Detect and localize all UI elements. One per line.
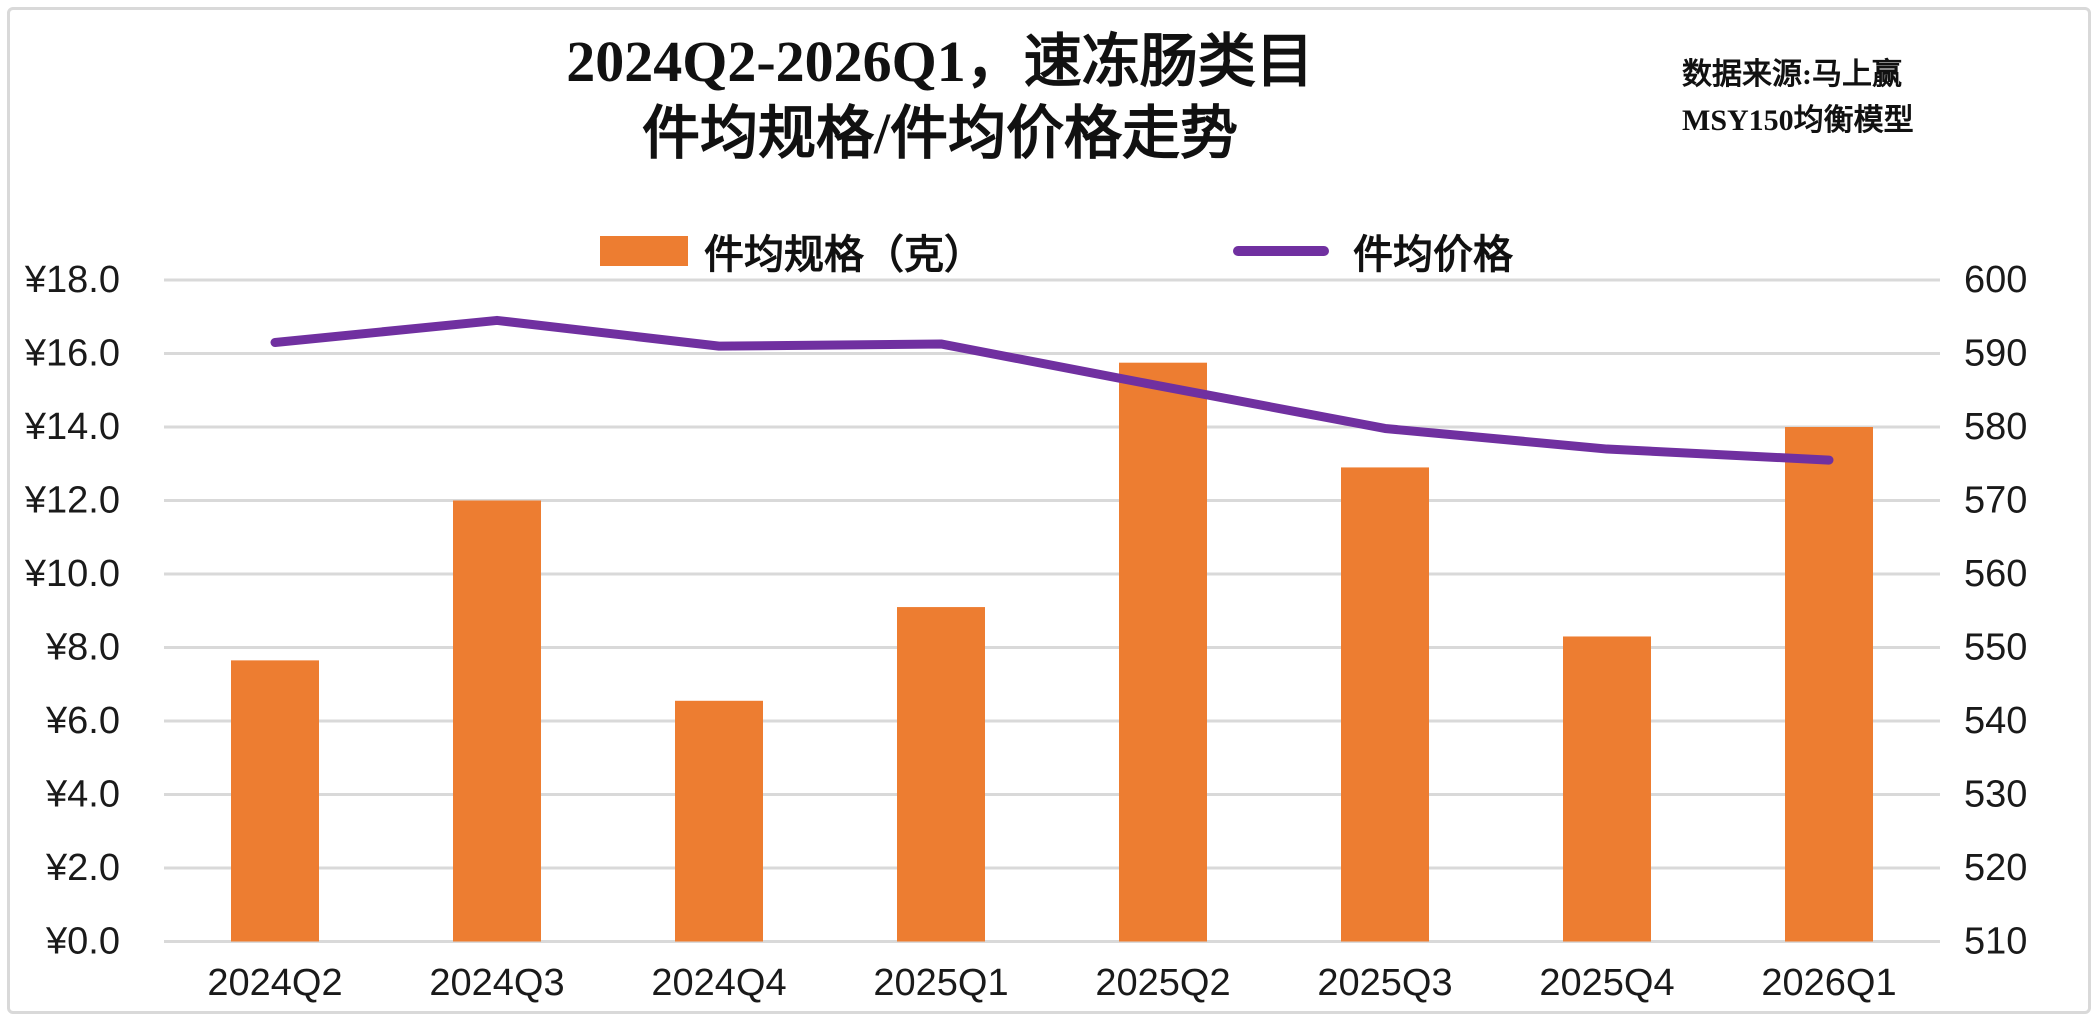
chart-title-line2: 件均规格/件均价格走势	[641, 101, 1239, 166]
source-note-line1: 数据来源:马上赢	[1682, 58, 1902, 91]
x-axis-category-label: 2025Q2	[1095, 962, 1230, 1004]
x-axis-category-label: 2025Q3	[1317, 962, 1452, 1004]
source-note-line2: MSY150均衡模型	[1682, 104, 1914, 137]
x-axis-category-label: 2024Q4	[651, 962, 786, 1004]
bar-series-swatch-icon	[600, 236, 688, 266]
right-axis-tick-label: 550	[1964, 627, 2027, 669]
left-axis-tick-label: ¥0.0	[45, 921, 120, 963]
line-series-swatch-icon	[1233, 246, 1329, 256]
bar-2024Q3	[453, 500, 541, 942]
legend-item-bar-series: 件均规格（克）	[600, 222, 984, 280]
right-axis-tick-label: 600	[1964, 259, 2027, 301]
left-axis-tick-label: ¥4.0	[45, 774, 120, 816]
left-axis-tick-label: ¥14.0	[24, 406, 120, 448]
left-axis-tick-label: ¥6.0	[45, 700, 120, 742]
source-note: 数据来源:马上赢 MSY150均衡模型	[1682, 52, 2042, 144]
x-axis-category-label: 2024Q3	[429, 962, 564, 1004]
bar-2024Q2	[231, 660, 319, 942]
left-axis-tick-label: ¥12.0	[24, 480, 120, 522]
right-axis-tick-label: 570	[1964, 480, 2027, 522]
chart-title: 2024Q2-2026Q1，速冻肠类目 件均规格/件均价格走势	[120, 26, 1760, 170]
bar-2026Q1	[1785, 427, 1873, 942]
bar-2025Q2	[1119, 362, 1207, 942]
right-axis-tick-label: 510	[1964, 921, 2027, 963]
bar-2025Q3	[1341, 467, 1429, 942]
x-axis-category-label: 2025Q4	[1539, 962, 1674, 1004]
right-axis-tick-label: 580	[1964, 406, 2027, 448]
bar-series-legend-label: 件均规格（克）	[704, 232, 984, 277]
right-axis-tick-label: 520	[1964, 847, 2027, 889]
x-axis-category-label: 2024Q2	[207, 962, 342, 1004]
left-axis-tick-label: ¥8.0	[45, 627, 120, 669]
line-series-legend-label: 件均价格	[1353, 232, 1513, 277]
price-trend-line	[270, 315, 1834, 465]
bar-2025Q1	[897, 607, 985, 942]
right-axis-tick-label: 590	[1964, 333, 2027, 375]
right-axis-tick-label: 560	[1964, 553, 2027, 595]
right-axis-tick-label: 530	[1964, 774, 2027, 816]
left-axis-tick-label: ¥16.0	[24, 333, 120, 375]
left-axis-tick-label: ¥2.0	[45, 847, 120, 889]
bar-2024Q4	[675, 700, 763, 942]
x-axis-category-label: 2026Q1	[1761, 962, 1896, 1004]
left-axis-tick-label: ¥18.0	[24, 259, 120, 301]
bar-2025Q4	[1563, 636, 1651, 942]
left-axis-tick-label: ¥10.0	[24, 553, 120, 595]
x-axis-category-label: 2025Q1	[873, 962, 1008, 1004]
legend-item-line-series: 件均价格	[1233, 222, 1513, 280]
chart-title-line1: 2024Q2-2026Q1，速冻肠类目	[566, 29, 1314, 94]
right-axis-tick-label: 540	[1964, 700, 2027, 742]
